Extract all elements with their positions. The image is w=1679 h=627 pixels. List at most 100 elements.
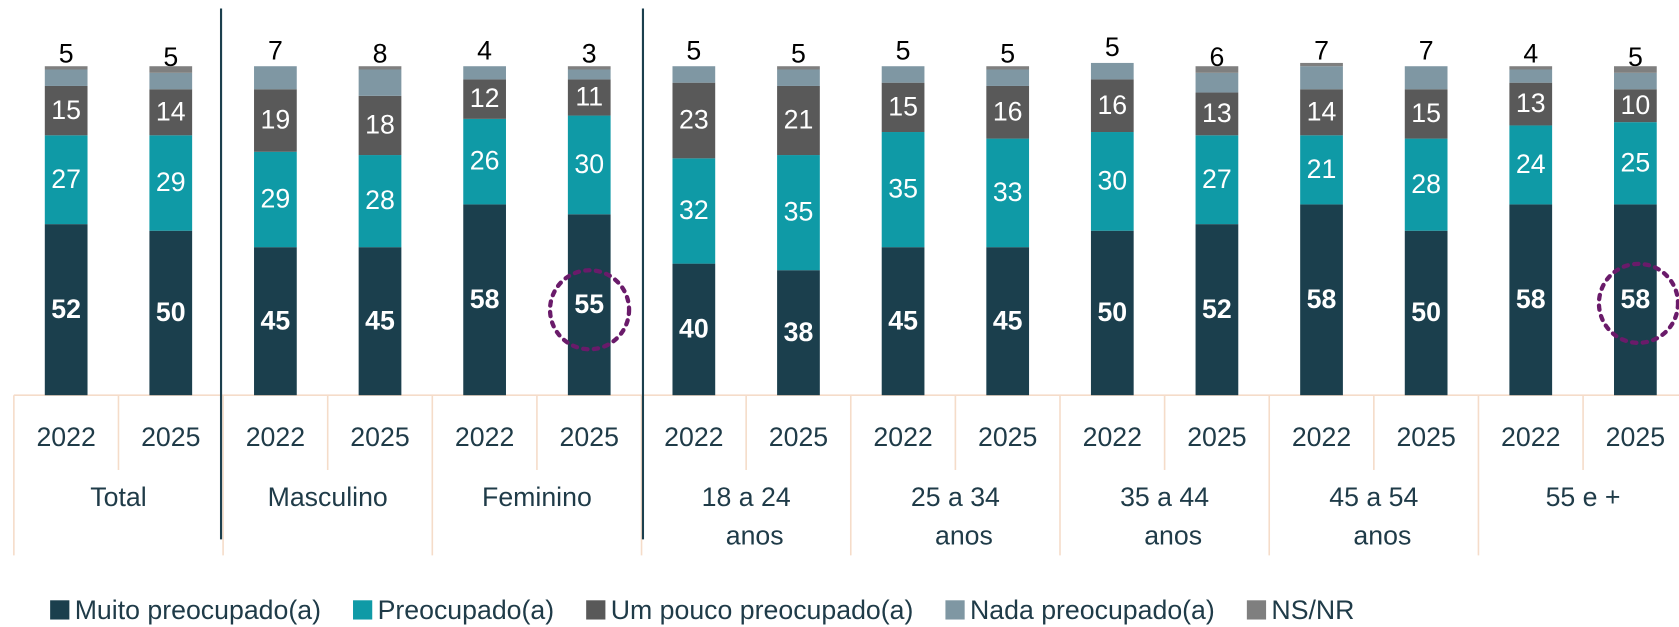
bar-segment <box>567 115 611 215</box>
data-label: 4 <box>477 35 492 65</box>
bar-segment <box>881 132 925 248</box>
data-label: 7 <box>1314 35 1329 65</box>
bar-segment <box>1404 89 1448 139</box>
legend-swatch <box>1246 600 1267 620</box>
data-label: 21 <box>1307 154 1337 184</box>
data-label: 35 <box>784 197 814 227</box>
x-tick-label: 2022 <box>455 422 514 452</box>
bar-segment <box>358 69 402 96</box>
bar-segment <box>358 66 402 70</box>
bar-segment <box>1404 230 1448 396</box>
group-label: anos <box>726 520 784 550</box>
x-tick-label: 2022 <box>36 422 95 452</box>
x-tick-label: 2022 <box>246 422 305 452</box>
x-tick-label: 2025 <box>769 422 828 452</box>
group-label: 45 a 54 <box>1329 482 1418 512</box>
data-label: 29 <box>261 184 291 214</box>
bar-segment <box>1509 125 1553 205</box>
bar-segment <box>463 204 506 396</box>
data-label: 52 <box>1202 294 1232 324</box>
group-label: 35 a 44 <box>1120 482 1209 512</box>
legend-swatch <box>50 600 70 620</box>
bar-segment <box>567 79 611 116</box>
group-label: 25 a 34 <box>911 482 1000 512</box>
data-label: 23 <box>679 105 709 135</box>
bar-segment <box>777 69 820 86</box>
data-label: 29 <box>156 167 186 197</box>
bar-segment <box>149 135 193 231</box>
bar-segment <box>881 247 925 396</box>
data-label: 10 <box>1621 90 1651 120</box>
data-label: 45 <box>888 305 918 335</box>
legend-label: Nada preocupado(a) <box>970 595 1215 625</box>
data-label: 13 <box>1202 98 1232 128</box>
bar-segment <box>1195 224 1239 396</box>
group-label: Total <box>90 482 146 512</box>
group-label: Masculino <box>268 482 388 512</box>
data-label: 33 <box>993 177 1023 207</box>
bar-segment <box>986 66 1030 70</box>
bar-segment <box>44 66 88 70</box>
data-label: 27 <box>51 164 81 194</box>
bar-segment <box>358 155 402 248</box>
x-tick-label: 2022 <box>1501 422 1560 452</box>
data-label: 11 <box>575 82 603 112</box>
highlight-circle <box>1596 261 1679 345</box>
bar-segment <box>1509 69 1553 83</box>
data-label: 19 <box>261 105 291 135</box>
bar-segment <box>149 72 193 90</box>
bar-segment <box>672 158 716 264</box>
bar-segment <box>358 247 402 396</box>
bar-segment <box>1090 230 1134 396</box>
bar-segment <box>672 82 716 159</box>
bar-segment <box>1300 135 1343 205</box>
bar-segment <box>881 82 925 133</box>
data-label: 12 <box>470 83 500 113</box>
bar-segment <box>1090 62 1134 80</box>
x-tick-label: 2025 <box>141 422 200 452</box>
data-label: 6 <box>1209 42 1224 72</box>
data-label: 45 <box>365 305 395 335</box>
bar-segment <box>254 247 297 396</box>
bar-segment <box>463 79 506 119</box>
data-label: 40 <box>679 314 709 344</box>
bar-segment <box>44 135 88 225</box>
group-label: anos <box>1144 520 1202 550</box>
data-label: 5 <box>896 35 911 65</box>
bar-segment <box>567 214 611 396</box>
data-label: 58 <box>1307 284 1337 314</box>
data-label: 16 <box>1097 90 1127 120</box>
bar-segment <box>567 69 611 80</box>
bar-segment <box>881 66 925 83</box>
bar-segment <box>1614 204 1657 396</box>
bar-segment <box>986 247 1030 396</box>
x-tick-label: 2025 <box>1396 422 1455 452</box>
bar-segment <box>777 66 820 70</box>
bar-segment <box>463 66 506 80</box>
data-label: 13 <box>1516 88 1546 118</box>
x-tick-label: 2025 <box>1187 422 1246 452</box>
group-label: anos <box>1353 520 1411 550</box>
group-label: Feminino <box>482 482 592 512</box>
bar-segment <box>1300 62 1343 67</box>
legend-swatch <box>353 600 373 620</box>
data-label: 24 <box>1516 149 1546 179</box>
data-label: 38 <box>784 317 814 347</box>
bar-segment <box>672 66 716 83</box>
legend-label: NS/NR <box>1271 595 1354 625</box>
legend-label: Preocupado(a) <box>378 595 555 625</box>
bar-segment <box>1509 204 1553 396</box>
bar-segment <box>358 95 402 156</box>
data-label: 35 <box>888 174 918 204</box>
bar-segment <box>1509 82 1553 126</box>
bar-segment <box>1509 66 1553 70</box>
bar-segment <box>1614 89 1657 123</box>
bar-segment <box>1090 79 1134 133</box>
data-label: 5 <box>1000 39 1015 69</box>
bar-segment <box>149 89 193 136</box>
data-label: 25 <box>1621 147 1651 177</box>
data-label: 52 <box>51 294 81 324</box>
bar-segment <box>777 270 820 396</box>
